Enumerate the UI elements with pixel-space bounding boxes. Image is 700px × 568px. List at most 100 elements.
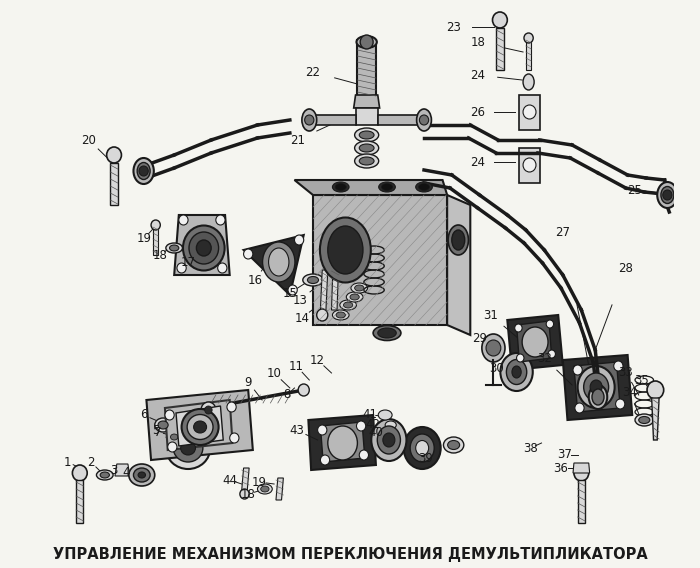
Text: 9: 9	[244, 375, 252, 389]
Polygon shape	[111, 163, 118, 205]
Ellipse shape	[332, 182, 349, 192]
Circle shape	[329, 245, 342, 259]
Polygon shape	[508, 315, 563, 370]
Polygon shape	[358, 40, 376, 100]
Text: 30: 30	[489, 361, 503, 374]
Ellipse shape	[523, 74, 534, 90]
Polygon shape	[174, 215, 230, 275]
Ellipse shape	[260, 486, 269, 492]
Ellipse shape	[661, 186, 674, 203]
Ellipse shape	[171, 434, 178, 440]
Ellipse shape	[419, 183, 430, 190]
Ellipse shape	[359, 157, 374, 165]
Ellipse shape	[385, 421, 396, 429]
Circle shape	[72, 465, 88, 481]
Polygon shape	[309, 415, 376, 470]
Ellipse shape	[303, 274, 323, 286]
Ellipse shape	[344, 302, 353, 308]
Polygon shape	[76, 480, 83, 523]
Ellipse shape	[158, 421, 168, 429]
Circle shape	[218, 263, 227, 273]
Ellipse shape	[373, 325, 401, 340]
Circle shape	[523, 158, 536, 172]
Text: 25: 25	[628, 183, 643, 197]
Ellipse shape	[410, 434, 434, 462]
Polygon shape	[153, 225, 158, 255]
Ellipse shape	[506, 360, 526, 385]
Ellipse shape	[377, 426, 400, 454]
Ellipse shape	[269, 248, 289, 276]
Circle shape	[288, 285, 298, 295]
Text: 26: 26	[470, 106, 485, 119]
Ellipse shape	[328, 226, 363, 274]
Ellipse shape	[590, 380, 602, 394]
Text: 31: 31	[483, 308, 498, 321]
Ellipse shape	[416, 441, 428, 456]
Text: 29: 29	[472, 332, 487, 345]
Ellipse shape	[378, 328, 396, 338]
Text: 41: 41	[363, 408, 378, 421]
Text: 12: 12	[310, 353, 325, 366]
Circle shape	[321, 455, 330, 465]
Circle shape	[201, 402, 216, 418]
Ellipse shape	[378, 410, 392, 420]
Ellipse shape	[307, 277, 318, 283]
Text: 27: 27	[555, 225, 570, 239]
Text: 4: 4	[122, 466, 130, 479]
Ellipse shape	[638, 416, 650, 424]
Circle shape	[139, 166, 148, 176]
Ellipse shape	[350, 294, 359, 300]
Ellipse shape	[512, 366, 522, 378]
Ellipse shape	[194, 421, 206, 433]
Text: 42: 42	[365, 419, 381, 432]
Text: 8: 8	[284, 389, 290, 402]
Text: УПРАВЛЕНИЕ МЕХАНИЗМОМ ПЕРЕКЛЮЧЕНИЯ ДЕМУЛЬТИПЛИКАТОРА: УПРАВЛЕНИЕ МЕХАНИЗМОМ ПЕРЕКЛЮЧЕНИЯ ДЕМУЛ…	[52, 548, 648, 562]
Circle shape	[359, 450, 368, 460]
Ellipse shape	[356, 36, 377, 48]
Circle shape	[647, 381, 664, 399]
Polygon shape	[652, 398, 659, 440]
Circle shape	[663, 190, 672, 200]
Polygon shape	[563, 355, 632, 420]
Ellipse shape	[452, 230, 465, 250]
Ellipse shape	[302, 109, 316, 131]
Polygon shape	[276, 478, 284, 500]
Ellipse shape	[181, 441, 195, 455]
Polygon shape	[526, 38, 531, 70]
Ellipse shape	[404, 427, 441, 469]
Circle shape	[318, 425, 327, 435]
Ellipse shape	[134, 468, 150, 482]
Circle shape	[514, 324, 522, 332]
Circle shape	[574, 465, 589, 481]
Circle shape	[177, 263, 186, 273]
Ellipse shape	[335, 183, 346, 190]
Polygon shape	[519, 95, 540, 130]
Text: 7: 7	[154, 425, 161, 438]
Circle shape	[419, 115, 428, 125]
Text: 28: 28	[618, 261, 634, 274]
Ellipse shape	[592, 389, 604, 405]
Polygon shape	[578, 480, 585, 523]
Polygon shape	[574, 362, 620, 412]
Polygon shape	[573, 463, 589, 473]
Text: 24: 24	[470, 156, 485, 169]
Text: 24: 24	[470, 69, 485, 81]
Ellipse shape	[500, 353, 533, 391]
Ellipse shape	[155, 418, 172, 432]
Ellipse shape	[100, 472, 109, 478]
Polygon shape	[519, 148, 540, 183]
Ellipse shape	[578, 366, 615, 408]
Text: 40: 40	[368, 425, 384, 438]
Ellipse shape	[355, 141, 379, 155]
Text: 17: 17	[181, 256, 195, 269]
Circle shape	[523, 105, 536, 119]
Polygon shape	[313, 195, 447, 325]
Polygon shape	[354, 95, 379, 108]
Text: 20: 20	[82, 133, 97, 147]
Polygon shape	[295, 180, 447, 195]
Circle shape	[295, 235, 304, 245]
Ellipse shape	[332, 310, 349, 320]
Text: 13: 13	[293, 294, 307, 307]
Circle shape	[165, 410, 174, 420]
Circle shape	[575, 403, 584, 413]
